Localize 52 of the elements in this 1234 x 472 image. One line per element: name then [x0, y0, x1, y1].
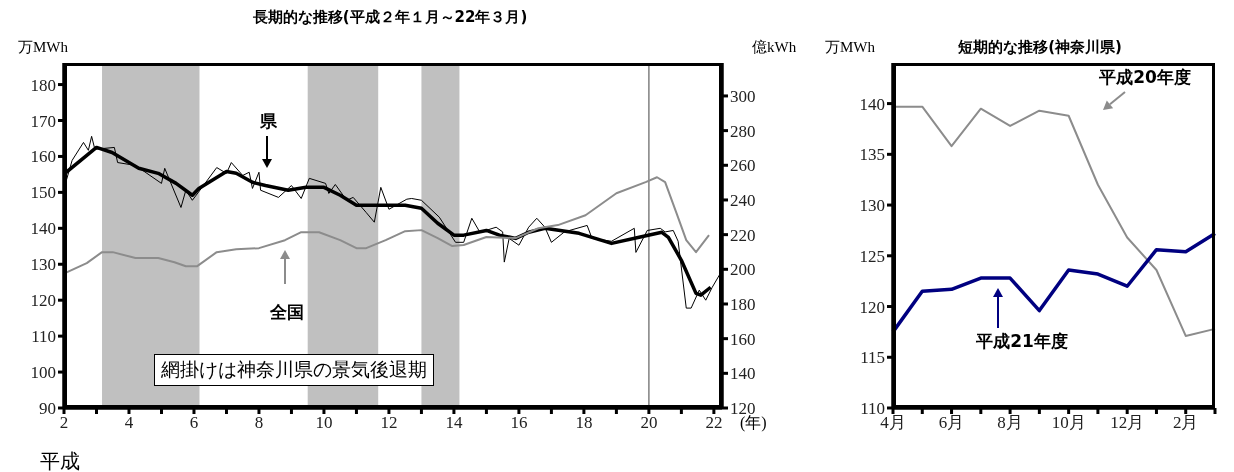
x-tick-label: 20 — [640, 413, 658, 433]
x-tick-label: 6 — [189, 413, 199, 433]
x-tick-label: 18 — [575, 413, 593, 433]
x-tick-label: 8 — [254, 413, 264, 433]
legend-label: 平成21年度 — [975, 331, 1068, 351]
text: 平成20年度 — [1098, 67, 1191, 87]
y-tick-label: 110 — [31, 327, 56, 347]
y2-axis-title: 億kWh — [752, 38, 797, 57]
y-tick-label: 130 — [859, 196, 885, 216]
y-tick-label: 120 — [30, 291, 56, 311]
y-tick-label: 120 — [859, 297, 885, 317]
y-tick-label: 130 — [30, 255, 56, 275]
y-tick-label: 115 — [860, 348, 885, 368]
y2-tick-label: 240 — [730, 190, 756, 210]
x-tick-label: 10月 — [1051, 413, 1086, 433]
text: 県 — [258, 111, 278, 131]
y2-tick-label: 180 — [730, 295, 756, 315]
y-tick-label: 90 — [39, 399, 56, 419]
y2-tick-label: 160 — [730, 329, 756, 349]
x-tick-label: 16 — [510, 413, 528, 433]
y-tick-label: 140 — [30, 219, 56, 239]
y-tick-label: 140 — [859, 94, 885, 114]
x-tick-label: 4 — [124, 413, 134, 433]
text: 平成 — [40, 449, 80, 472]
x-tick-label: 2月 — [1172, 413, 1199, 433]
annotation: 網掛けは神奈川県の景気後退期 — [154, 354, 434, 386]
y2-tick-label: 300 — [730, 86, 756, 106]
x-tick-label: 2 — [59, 413, 69, 433]
legend-label: 全国 — [269, 302, 304, 322]
y2-tick-label: 200 — [730, 260, 756, 280]
chart-title: 短期的な推移(神奈川県) — [958, 38, 1122, 56]
y2-tick-label: 140 — [730, 364, 756, 384]
x-tick-label: 8月 — [997, 413, 1023, 433]
x-tick-label: 6月 — [938, 413, 965, 433]
y-tick-label: 170 — [30, 111, 56, 131]
x-tick-label: 10 — [315, 413, 333, 433]
x-tick-label: 22 — [705, 413, 723, 433]
x-tick-label: 14 — [445, 413, 463, 433]
y-axis-title: 万MWh — [825, 38, 875, 57]
y2-tick-label: 220 — [730, 225, 756, 245]
chart-title: 長期的な推移(平成２年１月～22年３月) — [251, 8, 529, 27]
y-tick-label: 125 — [859, 246, 885, 266]
y-tick-label: 160 — [30, 147, 56, 167]
y-tick-label: 135 — [859, 145, 885, 165]
y-tick-label: 180 — [30, 75, 56, 95]
y-tick-label: 100 — [30, 363, 56, 383]
y2-tick-label: 260 — [730, 156, 756, 176]
x-tick-label: 12 — [380, 413, 398, 433]
y2-tick-label: 280 — [730, 121, 756, 141]
y-axis-title: 万MWh — [18, 38, 68, 57]
y-tick-label: 150 — [30, 183, 56, 203]
x-tick-label: 12月 — [1110, 413, 1145, 433]
